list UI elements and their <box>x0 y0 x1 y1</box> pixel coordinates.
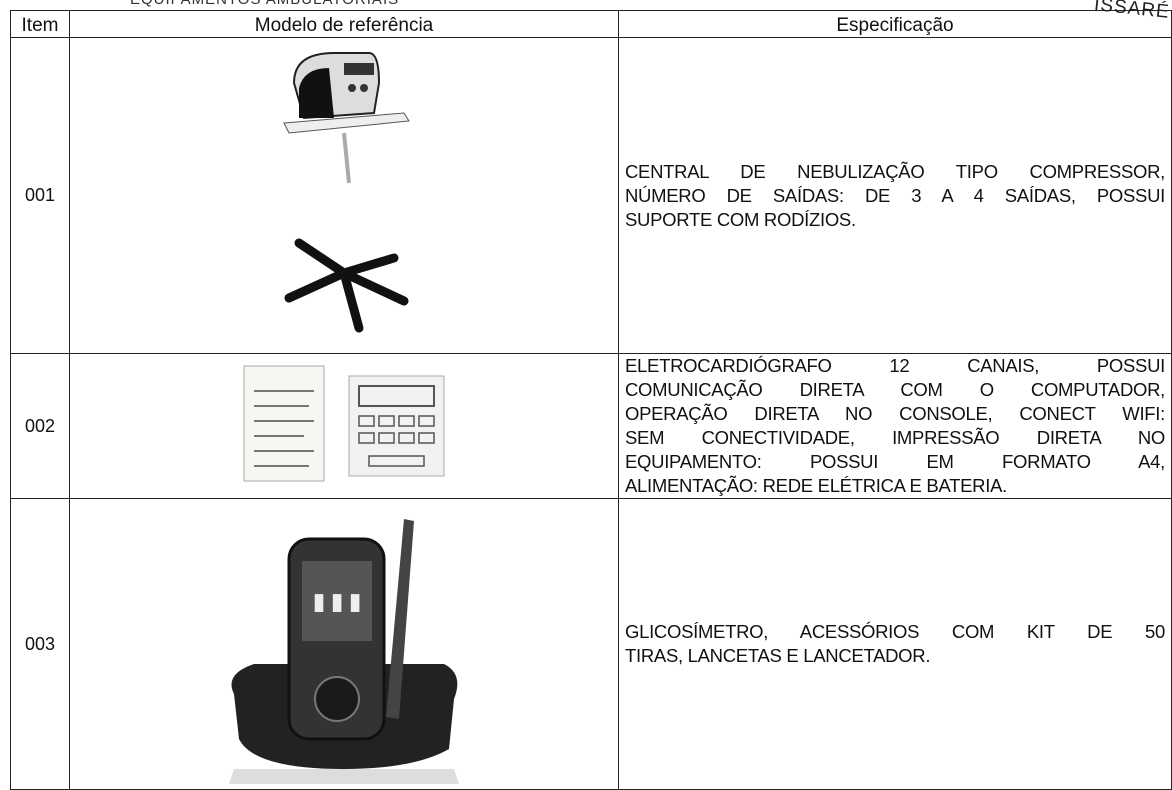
item-number: 001 <box>10 37 70 354</box>
equipment-table: Item Modelo de referência Especificação … <box>10 10 1172 790</box>
top-text: EQUIPAMENTOS AMBULATORIAIS <box>130 0 399 8</box>
model-image: ▮▮▮ <box>69 498 619 790</box>
glucometer-image: ▮▮▮ <box>229 519 459 784</box>
spec-line: EQUIPAMENTO: POSSUI EM FORMATO A4, <box>625 451 1165 472</box>
spec-line: GLICOSÍMETRO, ACESSÓRIOS COM KIT DE 50 <box>625 621 1165 642</box>
header-row: Item Modelo de referência Especificação <box>10 10 1172 38</box>
item-number: 003 <box>10 498 70 790</box>
model-image <box>69 353 619 499</box>
nebulizer-image <box>283 52 410 333</box>
row: 002 ELE <box>10 353 1172 499</box>
column-header: Modelo de referência <box>69 10 619 38</box>
spec-line: SUPORTE COM RODÍZIOS. <box>625 208 856 230</box>
spec-line: NÚMERO DE SAÍDAS: DE 3 A 4 SAÍDAS, POSSU… <box>625 184 1165 206</box>
item-number: 002 <box>10 353 70 499</box>
display-decoration: ▮▮▮ <box>310 584 364 619</box>
spec-line: ELETROCARDIÓGRAFO 12 CANAIS, POSSUI <box>625 355 1165 376</box>
specification: GLICOSÍMETRO, ACESSÓRIOS COM KIT DE 50 TI… <box>618 498 1172 790</box>
spec-line: OPERAÇÃO DIRETA NO CONSOLE, CONECT WIFI: <box>625 403 1165 424</box>
column-header: Item <box>10 10 70 38</box>
ecg-image <box>243 365 445 482</box>
spec-line: CENTRAL DE NEBULIZAÇÃO TIPO COMPRESSOR, <box>625 160 1165 182</box>
row: 001 CENTR <box>10 37 1172 354</box>
spec-line: ALIMENTAÇÃO: REDE ELÉTRICA E BATERIA. <box>625 475 1007 496</box>
row: 003 ▮▮▮ GLICOSÍMETRO, ACESSÓRIOS COM KIT… <box>10 498 1172 790</box>
spec-line: SEM CONECTIVIDADE, IMPRESSÃO DIRETA NO <box>625 427 1165 448</box>
column-header: Especificação <box>618 10 1172 38</box>
spec-line: COMUNICAÇÃO DIRETA COM O COMPUTADOR, <box>625 379 1165 400</box>
spec-line: TIRAS, LANCETAS E LANCETADOR. <box>625 645 931 666</box>
specification: ELETROCARDIÓGRAFO 12 CANAIS, POSSUI COMUN… <box>618 353 1172 499</box>
model-image <box>69 37 619 354</box>
specification: CENTRAL DE NEBULIZAÇÃO TIPO COMPRESSOR, N… <box>618 37 1172 354</box>
